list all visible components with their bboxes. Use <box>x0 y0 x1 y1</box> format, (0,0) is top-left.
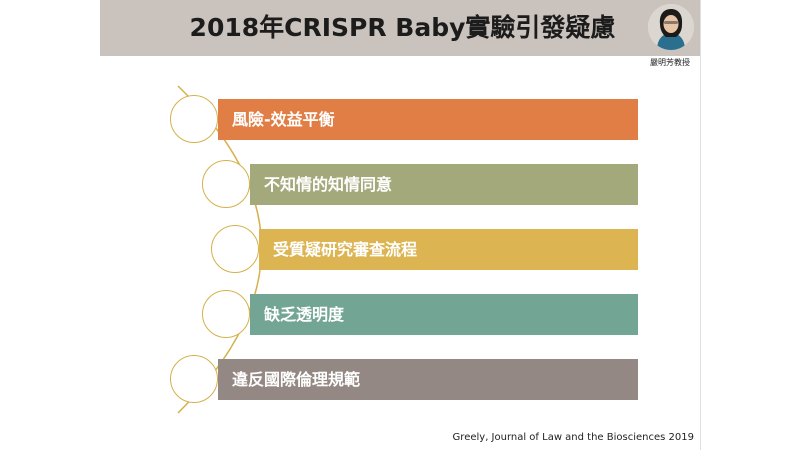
item-bar-transparency: 缺乏透明度 <box>250 294 638 335</box>
presenter-avatar <box>648 4 694 50</box>
item-label: 缺乏透明度 <box>264 305 345 324</box>
bullet-circle <box>202 290 250 338</box>
bullet-circle <box>170 95 218 143</box>
item-label: 不知情的知情同意 <box>264 175 393 194</box>
item-label: 違反國際倫理規範 <box>232 370 361 389</box>
slide-title: 2018年CRISPR Baby實驗引發疑慮 <box>189 13 616 42</box>
citation: Greely, Journal of Law and the Bioscienc… <box>452 432 694 443</box>
item-bar-ethics-norms: 違反國際倫理規範 <box>218 359 638 400</box>
presenter-name: 嚴明芳教授 <box>650 58 690 67</box>
bullet-circle <box>170 355 218 403</box>
bullet-circle <box>202 160 250 208</box>
title-bar: 2018年CRISPR Baby實驗引發疑慮 <box>100 0 700 56</box>
item-bar-informed-consent: 不知情的知情同意 <box>250 164 638 205</box>
item-bar-review-process: 受質疑研究審查流程 <box>259 229 638 270</box>
bullet-circle <box>211 225 259 273</box>
slide-edge-divider <box>700 0 701 450</box>
slide: 2018年CRISPR Baby實驗引發疑慮 嚴明芳教授 風險-效益平衡 不知情… <box>100 0 700 450</box>
item-bar-risk-benefit: 風險-效益平衡 <box>218 99 638 140</box>
item-label: 受質疑研究審查流程 <box>273 240 418 259</box>
item-label: 風險-效益平衡 <box>232 110 335 129</box>
